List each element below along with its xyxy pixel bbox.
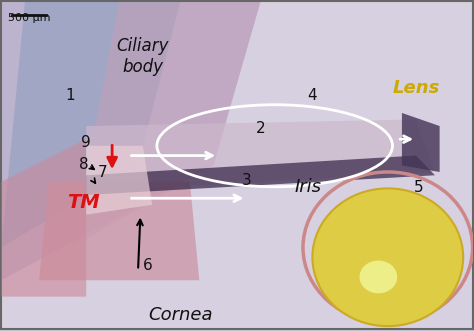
Text: 6: 6 — [143, 259, 152, 273]
Ellipse shape — [312, 188, 463, 326]
Text: 5: 5 — [414, 180, 423, 195]
Polygon shape — [86, 119, 435, 192]
Text: 500 μm: 500 μm — [8, 13, 50, 23]
Polygon shape — [1, 139, 86, 297]
Polygon shape — [1, 1, 181, 248]
Text: 2: 2 — [256, 120, 265, 136]
Polygon shape — [402, 113, 439, 172]
Ellipse shape — [359, 260, 397, 293]
Text: 9: 9 — [82, 135, 91, 150]
Polygon shape — [86, 146, 152, 214]
Text: 8: 8 — [79, 157, 89, 172]
Text: 7: 7 — [98, 165, 108, 180]
Text: Iris: Iris — [294, 178, 321, 196]
Polygon shape — [39, 182, 199, 280]
Polygon shape — [1, 1, 261, 280]
Text: 4: 4 — [308, 88, 317, 103]
Polygon shape — [72, 1, 261, 248]
Text: Ciliary
body: Ciliary body — [117, 37, 169, 76]
Text: TM: TM — [67, 193, 100, 212]
Text: 1: 1 — [65, 88, 74, 103]
Text: Cornea: Cornea — [148, 307, 213, 324]
Text: Lens: Lens — [392, 79, 440, 97]
Text: 3: 3 — [242, 173, 251, 188]
Polygon shape — [86, 156, 435, 195]
